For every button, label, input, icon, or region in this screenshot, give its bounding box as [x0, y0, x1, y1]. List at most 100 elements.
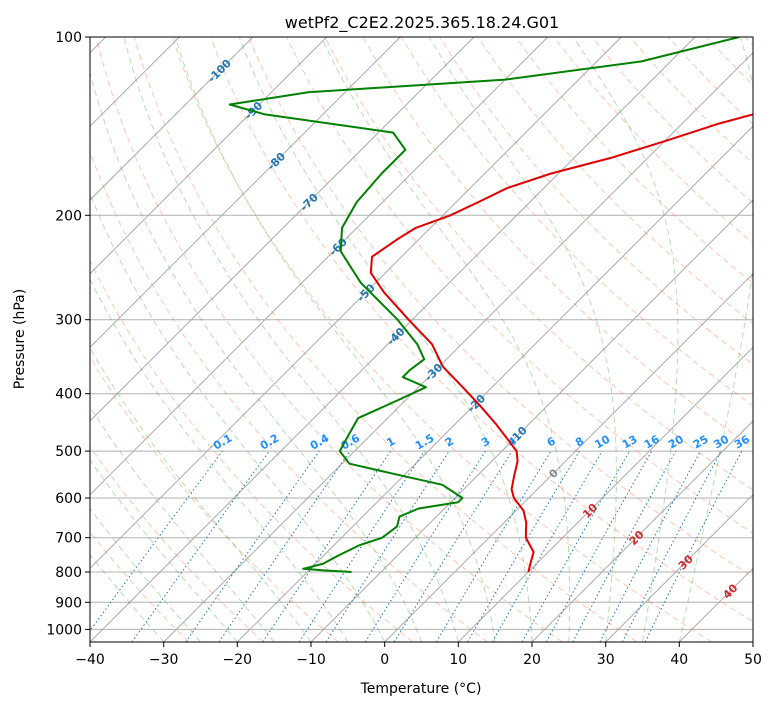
mixing-ratio-line: [131, 450, 270, 642]
dry-adiabat: [515, 37, 753, 284]
isotherm-line: [384, 272, 753, 642]
x-tick-label: 30: [597, 652, 615, 668]
isotherm-line: [90, 37, 549, 496]
dry-adiabat: [90, 445, 264, 642]
mixing-ratio-label: 20: [666, 432, 686, 451]
mixing-ratio-line: [262, 450, 392, 642]
isotherm-line: [90, 37, 696, 642]
dewpoint-profile: [228, 37, 740, 573]
x-tick-label: −10: [296, 652, 326, 668]
x-tick-label: −30: [149, 652, 179, 668]
moist-adiabat: [90, 553, 165, 642]
y-tick-label: 800: [55, 565, 82, 581]
mixing-ratio-line: [599, 450, 701, 642]
isotherm-line: [90, 37, 475, 422]
mixing-ratio-line: [325, 450, 450, 642]
moist-adiabat: [320, 37, 571, 642]
isotherm-line: [236, 125, 753, 642]
isotherm-line: [457, 346, 753, 642]
mixing-ratio-line: [218, 450, 351, 642]
mixing-ratio-label: 0.1: [211, 432, 234, 453]
y-axis-label: Pressure (hPa): [12, 289, 28, 389]
mixing-ratio-label: 0.4: [308, 431, 332, 452]
mixing-ratio-label: 0.6: [339, 431, 363, 452]
mixing-ratio-line: [185, 450, 320, 642]
isotherm-label: -50: [355, 281, 378, 304]
y-tick-label: 400: [55, 387, 82, 403]
moist-adiabat: [123, 37, 459, 642]
isotherm-line: [90, 37, 401, 349]
mixing-ratio-line: [364, 450, 486, 642]
mixing-ratio-line: [644, 450, 743, 642]
dry-adiabat: [171, 37, 712, 642]
mixing-ratio-line: [521, 450, 630, 642]
dry-adiabat: [90, 259, 414, 642]
mixing-ratio-label: 30: [711, 432, 731, 451]
x-axis: −40 −30 −20 −10 0 10 20 30 40 50: [75, 642, 762, 668]
moist-adiabat: [90, 278, 349, 642]
mixing-ratio-line: [572, 450, 677, 642]
isotherm-line: [531, 420, 753, 642]
y-tick-label: 700: [55, 531, 82, 547]
isotherm-label: -80: [265, 150, 288, 173]
mixing-ratio-label: 13: [620, 433, 640, 452]
x-tick-label: 0: [380, 652, 389, 668]
y-tick-label: 900: [55, 595, 82, 611]
dry-adiabat: [706, 37, 753, 86]
dry-adiabat: [90, 531, 190, 642]
isotherm-label: 10: [580, 501, 600, 521]
x-tick-label: 20: [523, 652, 541, 668]
mixing-ratio-label: 3: [479, 435, 492, 450]
isotherm-line: [678, 567, 753, 642]
mixing-ratio-line: [467, 450, 580, 642]
line-labels: 0.1 0.2 0.4 0.6 1 1.5 2 3 4 6 8 10 13 16 20 25 30 36-100-…: [205, 56, 752, 601]
chart-title: wetPf2_C2E2.2025.365.18.24.G01: [285, 13, 559, 33]
x-axis-label: Temperature (°C): [360, 681, 482, 697]
dry-adiabat: [286, 37, 753, 534]
dry-adiabat: [553, 37, 753, 244]
mixing-ratio-line: [393, 450, 513, 642]
y-tick-label: 300: [55, 313, 82, 329]
mixing-ratio-label: 0.2: [258, 432, 281, 453]
isotherm-label: -100: [205, 56, 234, 85]
profiles: [228, 37, 753, 573]
mixing-ratio-label: 10: [592, 432, 612, 451]
moist-adiabat: [90, 70, 422, 642]
isotherm-line: [310, 199, 753, 642]
dry-adiabat: [744, 37, 753, 47]
temperature-profile: [369, 113, 753, 573]
moist-adiabat: [238, 37, 533, 642]
moist-adiabat: [90, 459, 238, 642]
y-tick-label: 100: [55, 30, 82, 46]
x-tick-label: 50: [744, 652, 762, 668]
mixing-ratio-line: [90, 450, 223, 632]
x-tick-label: 10: [449, 652, 467, 668]
y-tick-label: 1000: [46, 622, 82, 638]
mixing-ratio-label: 16: [642, 432, 662, 451]
isotherm-line: [752, 641, 753, 642]
dry-adiabat: [248, 37, 753, 578]
moist-adiabat: [428, 37, 617, 642]
y-tick-label: 500: [55, 444, 82, 460]
mixing-ratio-label: 6: [545, 434, 558, 449]
moist-adiabat: [90, 507, 201, 642]
moist-adiabat: [90, 406, 275, 642]
moist-adiabat: [90, 347, 312, 642]
dry-adiabat: [210, 37, 753, 623]
y-tick-label: 600: [55, 491, 82, 507]
dry-adiabat: [133, 37, 638, 642]
isotherm-line: [163, 51, 753, 642]
moist-adiabat: [678, 37, 753, 642]
mixing-ratio-label: 1: [384, 435, 397, 450]
moist-adiabat: [174, 37, 496, 642]
mixing-ratio-line: [298, 450, 425, 642]
isotherm-line: [90, 37, 254, 201]
dry-adiabat: [668, 37, 753, 125]
mixing-ratio-label: 1.5: [413, 432, 436, 453]
isotherm-line: [90, 37, 328, 275]
isotherm-line: [605, 493, 753, 642]
background-lines: [90, 37, 753, 642]
x-tick-label: −40: [75, 652, 105, 668]
y-axis: 100 200 300 400 500 600 700 800 900 1000: [46, 30, 90, 638]
